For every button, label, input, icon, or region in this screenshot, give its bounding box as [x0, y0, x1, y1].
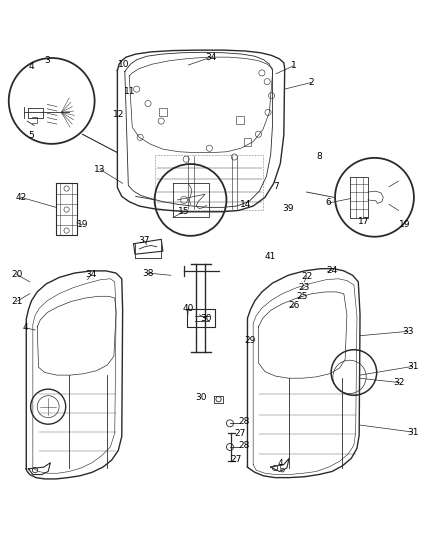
- Text: 1: 1: [290, 61, 297, 70]
- Text: 28: 28: [239, 441, 250, 450]
- Text: 31: 31: [407, 427, 418, 437]
- Text: 3: 3: [44, 56, 50, 65]
- Text: 5: 5: [28, 131, 35, 140]
- Bar: [159, 108, 167, 116]
- Text: 13: 13: [94, 165, 106, 174]
- Text: 2: 2: [308, 78, 314, 87]
- Text: 27: 27: [234, 429, 246, 438]
- Text: 4: 4: [278, 459, 283, 468]
- Text: 12: 12: [113, 110, 125, 118]
- Text: 24: 24: [326, 265, 338, 274]
- Text: 6: 6: [325, 198, 332, 207]
- Text: 41: 41: [265, 252, 276, 261]
- Text: 7: 7: [273, 182, 279, 191]
- Text: 38: 38: [142, 269, 154, 278]
- Text: 42: 42: [15, 193, 27, 202]
- Text: 26: 26: [289, 302, 300, 310]
- Text: 40: 40: [183, 304, 194, 313]
- Text: 25: 25: [297, 292, 308, 301]
- Text: 34: 34: [205, 53, 217, 62]
- Text: 32: 32: [394, 378, 405, 387]
- Text: 31: 31: [407, 362, 418, 371]
- Text: 19: 19: [399, 220, 411, 229]
- Text: 4: 4: [23, 324, 28, 332]
- Text: 15: 15: [178, 207, 190, 216]
- Text: 34: 34: [85, 270, 97, 279]
- Text: 29: 29: [245, 336, 256, 344]
- Text: 33: 33: [403, 327, 414, 336]
- Text: 30: 30: [196, 393, 207, 402]
- Text: 20: 20: [11, 270, 22, 279]
- Text: 39: 39: [283, 204, 294, 213]
- Bar: [236, 116, 244, 124]
- Text: 22: 22: [301, 272, 312, 281]
- Text: 19: 19: [77, 220, 88, 229]
- Text: 27: 27: [230, 455, 241, 464]
- Text: 10: 10: [118, 60, 129, 69]
- Text: 11: 11: [124, 87, 135, 96]
- Text: 4: 4: [29, 62, 34, 71]
- Text: 37: 37: [138, 236, 149, 245]
- Text: 28: 28: [239, 417, 250, 426]
- Text: 17: 17: [358, 217, 369, 227]
- Text: 8: 8: [317, 151, 323, 160]
- Text: 14: 14: [240, 200, 251, 209]
- Text: 23: 23: [299, 283, 310, 292]
- Text: 30: 30: [200, 314, 212, 322]
- Bar: [244, 138, 251, 146]
- Text: 21: 21: [11, 297, 22, 306]
